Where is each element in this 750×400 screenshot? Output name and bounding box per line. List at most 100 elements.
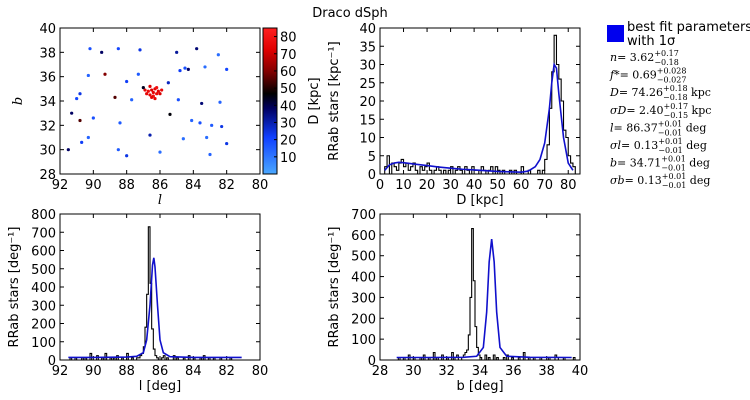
star-point [195,47,199,51]
legend-param: b= 34.71+0.01 −0.01 deg [610,155,710,173]
star-point [225,141,229,146]
x-tick-label: 28 [372,364,389,379]
param-symbol: σb [610,174,625,187]
x-tick-label: 80 [252,364,269,379]
x-tick-label: 36 [505,364,522,379]
star-point [130,98,134,102]
fit-curve [384,62,574,173]
x-tick-label: 10 [395,178,412,193]
star-point [220,124,224,129]
star-point [225,67,229,71]
colorbar-tick-label: 50 [280,82,297,97]
star-point [218,100,222,104]
histogram-steps [384,34,576,175]
star-point [86,135,90,140]
param-upper-error: +0.01 [661,155,686,164]
y-tick-label: 800 [31,208,56,223]
star-point [153,96,157,101]
x-tick-label: 30 [405,364,422,379]
x-tick-label: 0 [376,178,384,193]
param-symbol: b [610,157,617,170]
x-tick-label: 88 [118,364,135,379]
sky-scatter-panel: 92 90 88 86 84 82 80 28 30 32 34 36 38 40 l b [11,22,268,208]
param-lower-error: −0.18 [663,93,688,102]
legend-header-1: best fit parameters [627,20,750,35]
x-tick-label: 38 [538,364,555,379]
histogram-steps [396,228,576,361]
x-axis-label: l [deg] [139,379,181,394]
star-point [143,88,147,92]
param-upper-error: +0.01 [658,137,683,146]
y-tick-label: 0 [368,354,376,369]
star-point [168,112,172,116]
x-tick-label: 50 [489,178,506,193]
param-unit: deg [682,121,706,134]
x-axis-label: D [kpc] [456,193,503,208]
star-point [155,86,159,90]
star-point [148,84,152,88]
y-tick-label: 100 [351,333,376,348]
star-point [78,118,82,123]
param-symbol: l [610,121,614,134]
param-symbol: D [609,86,619,99]
param-symbol: f* [609,69,620,82]
y-tick-label: 15 [359,113,376,128]
star-point [148,93,152,97]
star-point [146,89,150,93]
star-point [103,72,107,76]
legend-param: σl= 0.13+0.01 −0.01 deg [610,137,707,155]
x-tick-label: 60 [513,178,530,193]
star-point [210,123,214,127]
star-point [208,152,212,157]
legend-param: D= 74.26+0.18 −0.18 kpc [609,84,711,102]
star-point [151,90,155,95]
x-tick-label: 40 [466,178,483,193]
colorbar-gradient [262,27,278,175]
star-point [145,92,149,96]
star-point [175,50,179,54]
star-point [158,150,162,154]
param-value: = 0.69 [620,69,657,82]
param-upper-error: +0.17 [654,49,679,58]
x-tick-label: 88 [118,178,135,193]
colorbar-tick-label: 10 [280,151,297,166]
y-tick-label: 700 [351,208,376,223]
legend-param: σD= 2.40+0.17 −0.15 kpc [610,102,711,120]
star-point [181,137,185,141]
y-axis-label: RRab stars [kpc⁻¹] [327,41,342,160]
param-value: = 2.40 [626,104,663,117]
param-unit: deg [686,157,710,170]
y-tick-label: 400 [351,271,376,286]
colorbar-label: D [kpc] [307,77,322,124]
y-tick-label: 700 [31,226,56,241]
star-point [113,95,117,99]
star-point [148,133,152,137]
star-point [100,50,104,54]
figure-title: Draco dSph [312,6,388,21]
star-point [136,72,140,76]
legend-params: n= 3.62+0.17 −0.18f*= 0.69+0.028 −0.027D= … [609,49,711,190]
y-tick-label: 5 [368,150,376,165]
param-unit: deg [683,139,707,152]
y-tick-label: 0 [48,354,56,369]
star-point [88,47,92,51]
x-axis-label: b [deg] [456,379,503,394]
x-tick-label: 90 [85,364,102,379]
param-lower-error: −0.01 [658,146,683,155]
star-point [78,92,82,96]
y-axis-label: RRab stars [deg⁻¹] [7,227,22,348]
colorbar-tick-label: 30 [280,116,297,131]
param-lower-error: −0.027 [657,76,687,85]
star-point [190,118,194,123]
colorbar-tick-label: 70 [280,48,297,63]
y-tick-label: 36 [39,71,56,86]
param-upper-error: +0.17 [664,102,689,111]
star-point [158,92,162,96]
x-tick-label: 80 [560,178,577,193]
x-tick-label: 90 [85,178,102,193]
param-value: = 0.13 [625,174,662,187]
y-tick-label: 34 [39,95,56,110]
